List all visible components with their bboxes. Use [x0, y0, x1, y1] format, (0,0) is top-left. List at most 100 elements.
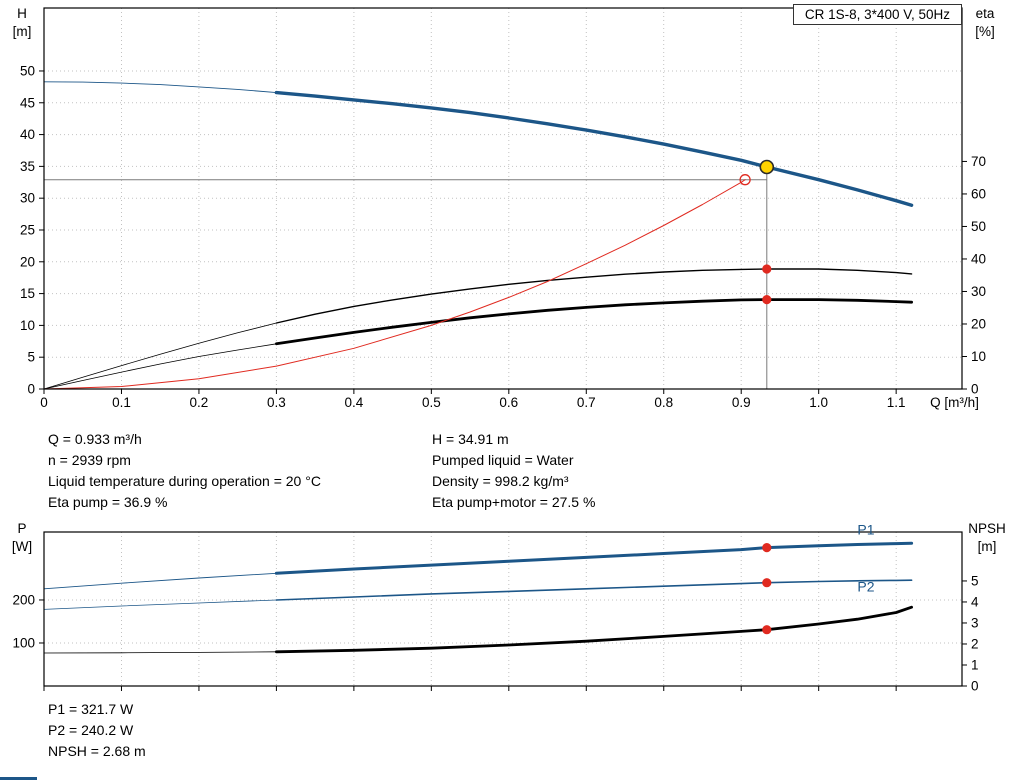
svg-text:0.3: 0.3	[267, 395, 286, 410]
axis-ticks-and-labels: 100 200 0 1 2 3 4 5	[12, 573, 979, 693]
series-p2-power	[43, 599, 277, 610]
series-npsh-curve	[275, 605, 913, 654]
svg-text:50: 50	[20, 63, 35, 78]
svg-text:25: 25	[20, 222, 35, 237]
duty-info-right: H = 34.91 m Pumped liquid = Water Densit…	[432, 429, 595, 513]
series-label-p2: P2	[857, 578, 874, 594]
duty-crosshair-lines	[44, 167, 768, 389]
hq-efficiency-chart: 0 5 10 15 20 25 30 35 40 45 50 0 10 20 30 40 50 60 70 0 0.1 0…	[20, 7, 986, 410]
power-npsh-values: P1 = 321.7 W P2 = 240.2 W NPSH = 2.68 m	[48, 699, 146, 762]
npsh-axis-unit: [m]	[977, 539, 997, 554]
head-value: H = 34.91 m	[432, 431, 509, 447]
svg-text:3: 3	[971, 615, 979, 630]
svg-text:0: 0	[40, 395, 48, 410]
svg-text:0: 0	[971, 679, 979, 694]
svg-text:0.5: 0.5	[422, 395, 441, 410]
svg-text:0.7: 0.7	[577, 395, 596, 410]
series-curves	[43, 541, 914, 654]
series-eta-pump	[43, 322, 277, 390]
p-axis-symbol: P	[17, 521, 27, 536]
p2-value: P2 = 240.2 W	[48, 722, 134, 738]
plot-border	[43, 531, 963, 687]
svg-text:0.4: 0.4	[344, 395, 363, 410]
series-label-p1: P1	[857, 522, 874, 538]
duty-value-dot	[762, 578, 772, 588]
power-npsh-chart: 100 200 0 1 2 3 4 5 P1 P2	[12, 522, 979, 694]
x-axis-unit-label: Q [m³/h]	[930, 395, 979, 410]
series-eta-pump	[275, 268, 913, 324]
svg-text:15: 15	[20, 286, 35, 301]
svg-text:1.1: 1.1	[887, 395, 906, 410]
series-p1-power	[43, 572, 277, 590]
svg-text:50: 50	[971, 219, 986, 234]
p-axis-unit: [W]	[11, 539, 33, 554]
grid-lines	[44, 532, 962, 686]
svg-text:0: 0	[27, 382, 35, 397]
svg-text:10: 10	[20, 318, 35, 333]
duty-value-dot	[762, 295, 772, 305]
svg-text:20: 20	[20, 254, 35, 269]
duty-value-dot	[762, 625, 772, 635]
svg-text:70: 70	[971, 154, 986, 169]
series-eta-pump-motor	[275, 298, 913, 346]
svg-text:4: 4	[971, 594, 979, 609]
p1-value: P1 = 321.7 W	[48, 701, 134, 717]
series-labels: P1 P2	[857, 522, 874, 595]
svg-text:0.9: 0.9	[732, 395, 751, 410]
speed-value: n = 2939 rpm	[48, 452, 131, 468]
system-curve-ring-marker	[739, 174, 751, 186]
svg-text:200: 200	[12, 592, 35, 607]
svg-text:2: 2	[971, 636, 979, 651]
h-axis-unit-label: H [m]	[2, 5, 42, 41]
series-p1-power	[274, 541, 914, 575]
npsh-axis-symbol: NPSH	[968, 521, 1006, 536]
grid-lines	[44, 8, 962, 389]
npsh-axis-unit-label: NPSH [m]	[956, 520, 1018, 556]
svg-text:60: 60	[971, 186, 986, 201]
eta-pump-value: Eta pump = 36.9 %	[48, 494, 168, 510]
p-axis-unit-label: P [W]	[2, 520, 42, 556]
axis-ticks-and-labels: 0 5 10 15 20 25 30 35 40 45 50 0 10 20 30 40 50 60 70 0 0.1 0…	[20, 63, 986, 410]
npsh-value: NPSH = 2.68 m	[48, 743, 146, 759]
duty-markers	[739, 159, 775, 305]
duty-markers	[762, 543, 772, 635]
svg-text:20: 20	[971, 316, 986, 331]
svg-text:0: 0	[971, 382, 979, 397]
duty-value-dot	[762, 264, 772, 274]
series-eta-pump-motor	[43, 343, 277, 390]
svg-text:5: 5	[27, 350, 35, 365]
svg-text:1: 1	[971, 657, 979, 672]
svg-text:45: 45	[20, 95, 35, 110]
eta-axis-unit-label: eta [%]	[962, 5, 1008, 41]
duty-point-marker[interactable]	[759, 159, 775, 175]
svg-text:0.2: 0.2	[190, 395, 209, 410]
pumped-liquid-value: Pumped liquid = Water	[432, 452, 574, 468]
h-axis-symbol: H	[17, 6, 27, 21]
series-qh-curve	[274, 90, 914, 207]
duty-value-dot	[762, 543, 772, 553]
svg-text:40: 40	[971, 251, 986, 266]
svg-text:40: 40	[20, 127, 35, 142]
duty-info-left: Q = 0.933 m³/h n = 2939 rpm Liquid tempe…	[48, 429, 321, 513]
svg-text:5: 5	[971, 573, 979, 588]
cropped-logo-fragment	[0, 777, 37, 780]
svg-text:10: 10	[971, 349, 986, 364]
svg-text:30: 30	[20, 191, 35, 206]
flow-value: Q = 0.933 m³/h	[48, 431, 142, 447]
series-system-curve	[43, 179, 746, 390]
liquid-temperature-value: Liquid temperature during operation = 20…	[48, 473, 321, 489]
svg-text:0.6: 0.6	[499, 395, 518, 410]
h-axis-unit: [m]	[12, 24, 32, 39]
svg-text:0.8: 0.8	[654, 395, 673, 410]
pump-title-box: CR 1S-8, 3*400 V, 50Hz	[792, 4, 962, 25]
svg-text:30: 30	[971, 284, 986, 299]
eta-axis-unit: [%]	[975, 24, 995, 39]
eta-axis-symbol: eta	[975, 6, 995, 21]
eta-pump-motor-value: Eta pump+motor = 27.5 %	[432, 494, 596, 510]
series-qh-curve	[43, 81, 277, 94]
svg-text:35: 35	[20, 159, 35, 174]
svg-text:1.0: 1.0	[809, 395, 828, 410]
svg-text:0.1: 0.1	[112, 395, 131, 410]
series-npsh-curve	[43, 651, 277, 654]
